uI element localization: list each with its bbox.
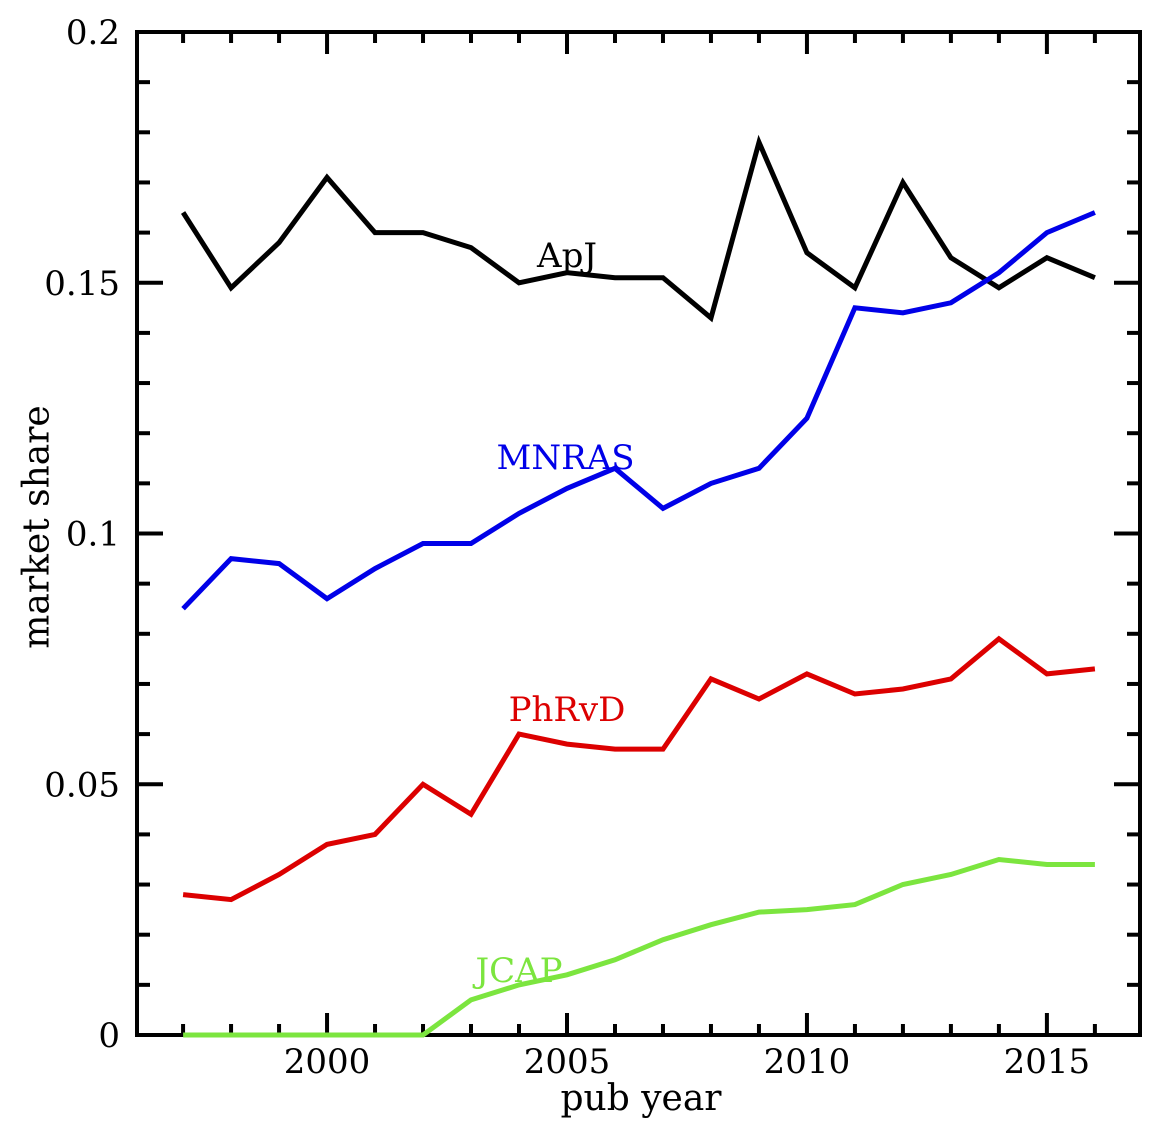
series-label-apj: ApJ xyxy=(536,236,597,276)
series-line-mnras xyxy=(181,210,1096,611)
series-labels: ApJ MNRAS PhRvD JCAP xyxy=(472,236,634,991)
y-tick-label: 0.2 xyxy=(66,13,120,53)
series-label-phrvd: PhRvD xyxy=(509,690,626,730)
series-label-jcap: JCAP xyxy=(472,951,562,991)
x-tick-label: 2005 xyxy=(524,1042,611,1082)
series-line-jcap xyxy=(183,856,1095,1038)
x-tick-label: 2015 xyxy=(1004,1042,1091,1082)
x-axis-title: pub year xyxy=(560,1078,722,1119)
series-label-mnras: MNRAS xyxy=(497,438,635,478)
axes xyxy=(135,30,1142,1037)
x-tick-label: 2000 xyxy=(284,1042,371,1082)
series-line-apj xyxy=(180,134,1096,323)
y-tick-label: 0.05 xyxy=(44,765,120,805)
series-line-phrvd xyxy=(182,635,1096,903)
series-lines xyxy=(180,134,1096,1038)
tick-labels: 2000 2005 2010 2015 0 0.05 0.1 0.15 0.2 xyxy=(44,13,1090,1082)
y-tick-label: 0 xyxy=(98,1016,120,1056)
y-tick-label: 0.1 xyxy=(66,515,120,555)
y-axis-title: market share xyxy=(17,405,58,648)
y-tick-label: 0.15 xyxy=(44,264,120,304)
axis-box xyxy=(135,30,1142,1037)
x-tick-label: 2010 xyxy=(764,1042,851,1082)
